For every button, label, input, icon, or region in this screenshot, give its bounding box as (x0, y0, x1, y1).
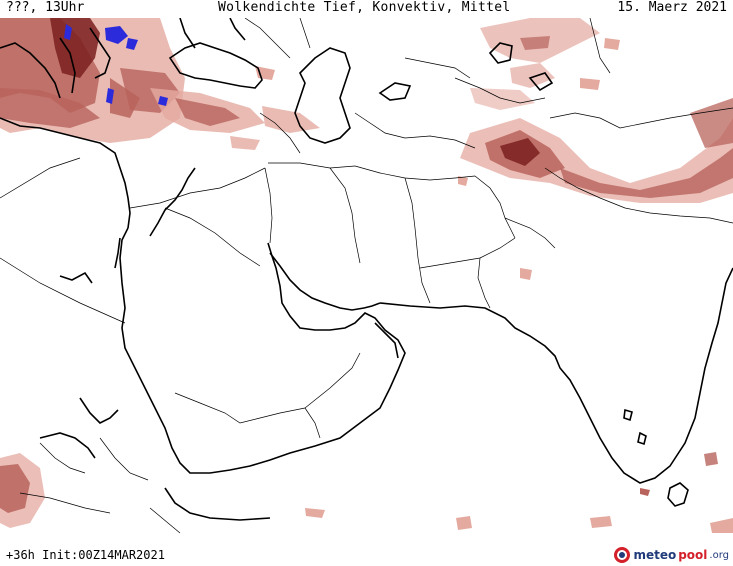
logo-text-pool: pool (678, 548, 708, 562)
coastline-layer (0, 18, 733, 521)
meteopool-logo[interactable]: meteo pool .org (613, 546, 729, 564)
cloud-field-layer (0, 18, 733, 533)
map-title: Wolkendichte Tief, Konvektiv, Mittel (218, 0, 511, 15)
border-layer (0, 18, 733, 534)
forecast-info: +36h Init:00Z14MAR2021 (6, 548, 165, 562)
map-area (0, 18, 733, 541)
logo-text-meteo: meteo (633, 548, 677, 562)
meteopool-logo-icon (614, 547, 631, 563)
location-label: ???, 13Uhr (6, 0, 85, 15)
logo-text-org: .org (709, 549, 729, 561)
weather-map (0, 18, 733, 541)
date-label: 15. Maerz 2021 (617, 0, 727, 15)
